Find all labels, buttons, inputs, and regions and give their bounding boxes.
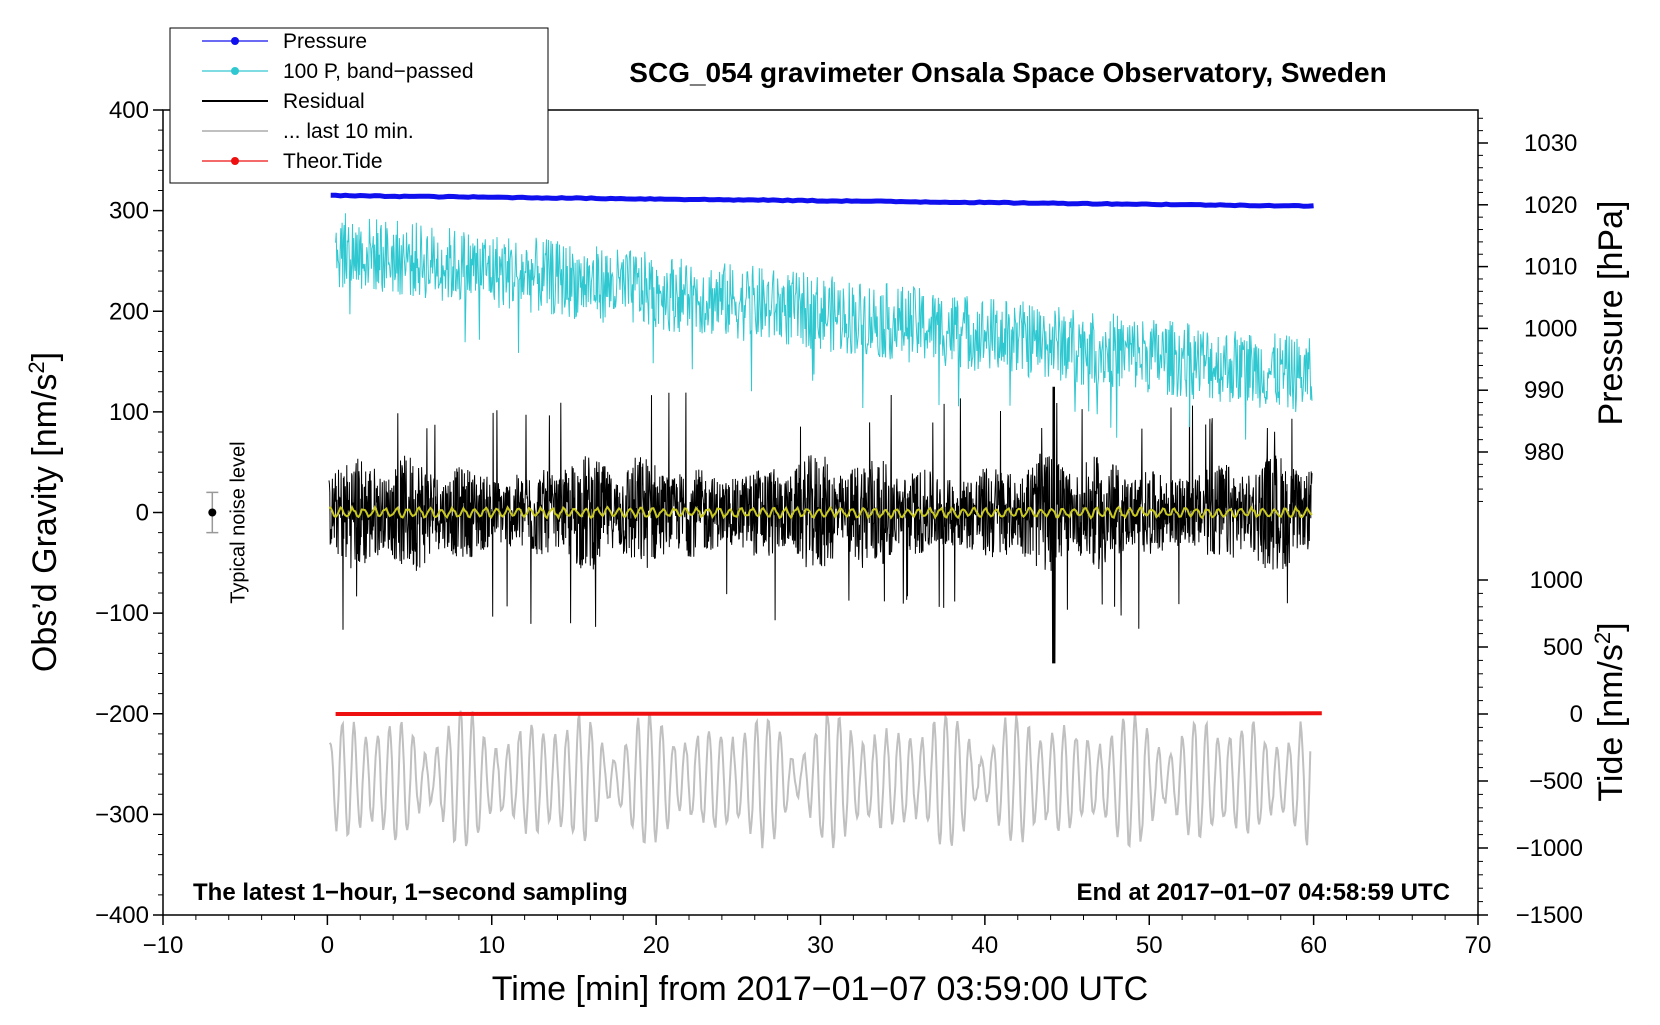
- chart-title: SCG_054 gravimeter Onsala Space Observat…: [629, 57, 1386, 88]
- y-tick-label: 200: [109, 298, 149, 325]
- series-pressure: [330, 192, 1314, 209]
- legend-marker: [231, 37, 239, 45]
- y-tick-label: −100: [95, 600, 149, 627]
- legend-marker: [231, 67, 239, 75]
- y-axis-title-main-text: Obs’d Gravity [nm/s: [26, 374, 64, 673]
- series-layer: [328, 192, 1322, 849]
- legend-label: 100 P, band−passed: [283, 60, 474, 83]
- y-tick-label: 400: [109, 97, 149, 124]
- pressure-tick-label: 1000: [1524, 315, 1577, 342]
- y-tick-label: 100: [109, 399, 149, 426]
- tide-tick-label: 500: [1543, 634, 1583, 661]
- noise-level-dot: [208, 508, 217, 517]
- series-last-10-min: [328, 710, 1312, 849]
- y-axis-title-pressure: Pressure [hPa]: [1592, 201, 1630, 426]
- legend-label: Theor.Tide: [283, 150, 383, 173]
- footnote-left: The latest 1−hour, 1−second sampling: [193, 879, 628, 906]
- x-tick-label: −10: [143, 932, 184, 959]
- legend-box: [169, 27, 549, 184]
- y-tick-label: −200: [95, 701, 149, 728]
- tide-tick-label: −500: [1529, 768, 1583, 795]
- tide-tick-label: 1000: [1530, 567, 1583, 594]
- pressure-tick-label: 980: [1524, 439, 1564, 466]
- pressure-tick-label: 1010: [1524, 254, 1577, 281]
- x-tick-label: 0: [321, 932, 334, 959]
- noise-level-label: Typical noise level: [227, 441, 249, 603]
- legend: Pressure 100 P, band−passed Residual ... la…: [169, 27, 549, 184]
- x-tick-label: 10: [478, 932, 505, 959]
- legend-label: Pressure: [283, 30, 367, 53]
- legend-label: ... last 10 min.: [283, 120, 414, 143]
- series-band-passed-pressure: [335, 213, 1313, 440]
- tide-tick-label: −1000: [1516, 835, 1583, 862]
- y-axis-title-main: Obs’d Gravity [nm/s2]: [24, 352, 64, 672]
- x-tick-label: 40: [972, 932, 999, 959]
- y-tick-label: −300: [95, 801, 149, 828]
- series-residual: [328, 386, 1313, 664]
- series-theoretical-tide: [335, 711, 1322, 716]
- y-tick-label: 0: [136, 500, 149, 527]
- y-axis-title-tide: Tide [nm/s2]: [1590, 622, 1630, 801]
- legend-label: Residual: [283, 90, 365, 113]
- y-axis-title-tide-tail: ]: [1592, 622, 1630, 631]
- pressure-tick-label: 1020: [1524, 192, 1577, 219]
- y-axis-title-tide-text: Tide [nm/s: [1592, 644, 1630, 801]
- x-tick-label: 70: [1465, 932, 1492, 959]
- footnote-right: End at 2017−01−07 04:58:59 UTC: [1076, 879, 1450, 906]
- y-tick-label: −400: [95, 902, 149, 929]
- noise-level-indicator: Typical noise level: [206, 441, 249, 604]
- pressure-tick-label: 1030: [1524, 130, 1577, 157]
- x-axis-title: Time [min] from 2017−01−07 03:59:00 UTC: [492, 970, 1148, 1008]
- series-residual-smoothed: [328, 504, 1313, 521]
- pressure-tick-label: 990: [1524, 377, 1564, 404]
- ticks-layer: −10 0 10 20 30 40 50 60 70−400−300−200−100010020…: [95, 97, 1583, 959]
- y-axis-title-main-sup: 2: [24, 361, 49, 373]
- tide-tick-label: −1500: [1516, 902, 1583, 929]
- tide-tick-label: 0: [1570, 701, 1583, 728]
- y-tick-label: 300: [109, 198, 149, 225]
- legend-items: Pressure 100 P, band−passed Residual ... la…: [202, 30, 474, 173]
- x-tick-label: 60: [1300, 932, 1327, 959]
- y-axis-title-tide-sup: 2: [1590, 632, 1615, 644]
- x-tick-label: 30: [807, 932, 834, 959]
- y-axis-title-main-tail: ]: [26, 352, 64, 361]
- x-tick-label: 20: [643, 932, 670, 959]
- legend-marker: [231, 157, 239, 165]
- x-tick-label: 50: [1136, 932, 1163, 959]
